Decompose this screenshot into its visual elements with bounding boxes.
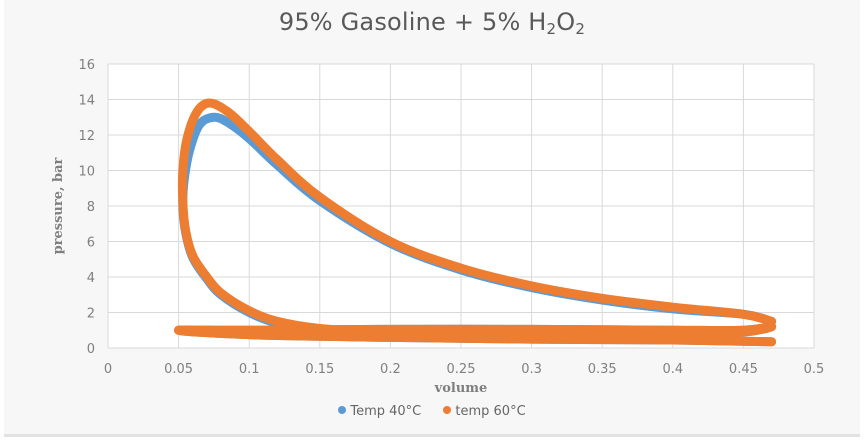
y-tick-label: 16 bbox=[78, 58, 95, 73]
legend-label: Temp 40°C bbox=[350, 404, 422, 419]
x-tick-label: 0 bbox=[104, 362, 112, 377]
series-1 bbox=[174, 98, 777, 347]
x-tick-label: 0.45 bbox=[729, 362, 758, 377]
x-axis-label: volume bbox=[434, 381, 488, 396]
chart-title: 95% Gasoline + 5% H2O2 bbox=[278, 8, 586, 38]
x-tick-label: 0.05 bbox=[164, 362, 193, 377]
y-tick-label: 4 bbox=[87, 271, 95, 286]
y-tick-label: 2 bbox=[87, 307, 95, 322]
y-tick-label: 6 bbox=[87, 236, 95, 251]
y-tick-label: 8 bbox=[87, 200, 95, 215]
legend-marker-icon bbox=[443, 406, 452, 414]
y-tick-label: 12 bbox=[78, 129, 95, 144]
y-tick-label: 10 bbox=[78, 165, 95, 180]
x-axis-ticks: 0 0.05 0.1 0.15 0.2 0.25 0.3 0.35 0.4 0.45 0.5 bbox=[104, 362, 824, 377]
x-tick-label: 0.4 bbox=[662, 362, 683, 377]
x-tick-label: 0.1 bbox=[239, 362, 260, 377]
y-axis-ticks: 0 2 4 6 8 10 12 14 16 bbox=[78, 58, 95, 357]
y-tick-label: 0 bbox=[87, 342, 95, 357]
x-tick-label: 0.3 bbox=[521, 362, 542, 377]
x-tick-label: 0.25 bbox=[447, 362, 476, 377]
y-axis-label: pressure, bar bbox=[51, 157, 66, 254]
legend-label: temp 60°C bbox=[455, 404, 526, 419]
legend-entry-temp-60[interactable]: temp 60°C bbox=[443, 404, 526, 419]
data-series bbox=[174, 98, 777, 347]
x-tick-label: 0.35 bbox=[588, 362, 617, 377]
legend-marker-icon bbox=[338, 406, 347, 414]
legend: Temp 40°C temp 60°C bbox=[0, 404, 864, 419]
legend-entry-temp-40[interactable]: Temp 40°C bbox=[338, 404, 421, 419]
x-tick-label: 0.2 bbox=[380, 362, 401, 377]
x-tick-label: 0.5 bbox=[804, 362, 825, 377]
x-tick-label: 0.15 bbox=[305, 362, 334, 377]
y-tick-label: 14 bbox=[78, 94, 95, 109]
